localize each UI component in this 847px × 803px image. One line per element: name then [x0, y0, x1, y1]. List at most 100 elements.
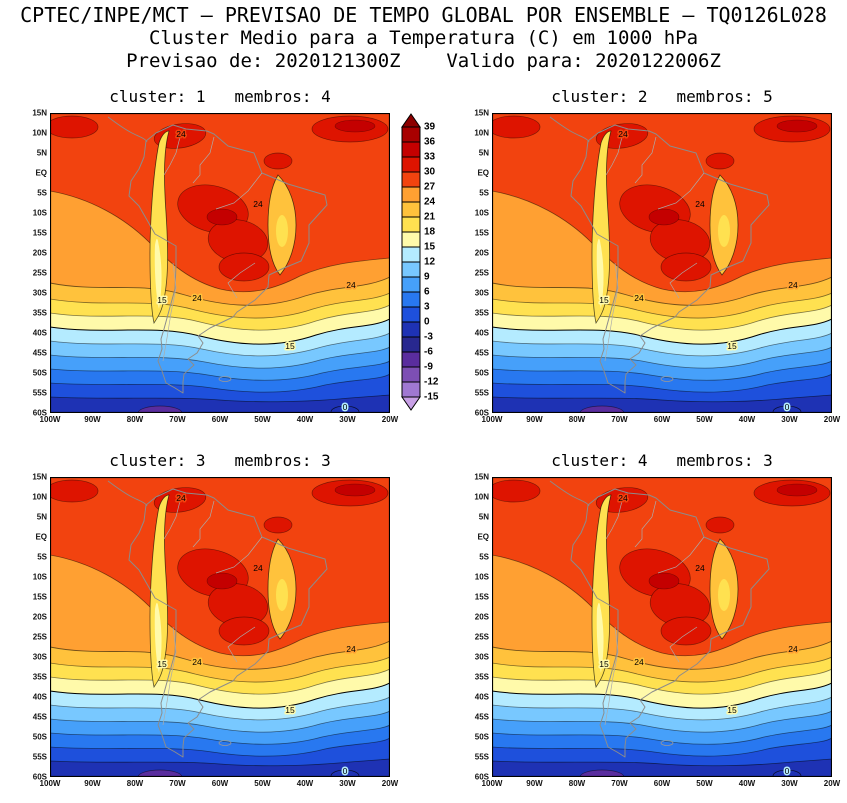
panel-grid: cluster: 1 membros: 4 15N 10N 5N EQ 5S 10S 15S… [0, 87, 847, 791]
lat-tick-label: 5N [36, 148, 47, 158]
lat-tick-label: 50S [474, 368, 489, 378]
lon-tick-label: 100W [481, 415, 503, 424]
lat-axis: 15N 10N 5N EQ 5S 10S 15S 20S 25S 30S 35S 40S 45S 50S 5… [20, 473, 50, 782]
lat-tick-label: 55S [474, 752, 489, 762]
lat-tick-label: 40S [32, 692, 47, 702]
colorbar-segment [401, 351, 421, 368]
lon-tick-label: 40W [738, 779, 756, 788]
colorbar-inner: 39 36 33 30 27 24 21 18 15 12 9 6 3 0 -3 -6 -9 -12 -15 [396, 113, 458, 413]
lat-tick-label: 60S [474, 772, 489, 782]
lon-tick-label: 20W [381, 415, 399, 424]
lat-tick-label: 20S [474, 612, 489, 622]
colorbar-level-label: 30 [424, 166, 436, 178]
temperature-map [492, 113, 832, 413]
map-cluster-1 [50, 113, 390, 413]
map-use [492, 113, 832, 413]
lat-tick-label: EQ [35, 168, 47, 178]
lat-tick-label: 45S [32, 712, 47, 722]
map-cluster-2 [492, 113, 832, 413]
lat-tick-label: 40S [32, 328, 47, 338]
lat-axis: 15N 10N 5N EQ 5S 10S 15S 20S 25S 30S 35S 40S 45S 50S 5… [20, 109, 50, 418]
colorbar-level-label: 33 [424, 151, 436, 163]
lon-tick-label: 40W [738, 415, 756, 424]
colorbar-segment [401, 381, 421, 398]
lat-tick-label: 15S [474, 228, 489, 238]
lon-tick-label: 30W [781, 779, 798, 788]
lat-tick-label: 5S [479, 188, 489, 198]
lat-axis: 15N 10N 5N EQ 5S 10S 15S 20S 25S 30S 35S 40S 45S 50S 5… [462, 109, 492, 418]
lat-tick-label: 20S [32, 612, 47, 622]
lon-tick-label: 30W [339, 779, 356, 788]
colorbar-segment [401, 291, 421, 308]
lat-tick-label: 50S [474, 732, 489, 742]
lat-tick-label: 15N [32, 108, 47, 118]
header-line3: Previsao de: 2020121300Z Valido para: 20… [126, 50, 721, 72]
colorbar-top-arrow [401, 113, 421, 128]
lat-tick-label: 15N [32, 472, 47, 482]
lat-tick-label: 5S [37, 552, 47, 562]
lat-tick-label: 10S [32, 572, 47, 582]
lon-tick-label: 50W [254, 415, 271, 424]
colorbar-segment [401, 201, 421, 218]
colorbar-segment [401, 306, 421, 323]
panel-cluster-1: cluster: 1 membros: 4 15N 10N 5N EQ 5S 10S 15S… [20, 87, 398, 427]
colorbar-bottom-arrow [401, 396, 421, 411]
lat-tick-label: 10S [32, 208, 47, 218]
colorbar-level-label: -12 [424, 376, 439, 388]
colorbar-level-label: 3 [424, 301, 430, 313]
lon-tick-label: 50W [696, 779, 713, 788]
lat-tick-label: EQ [477, 168, 489, 178]
colorbar: 39 36 33 30 27 24 21 18 15 12 9 6 3 0 -3 -6 -9 -12 -15 [392, 87, 462, 427]
panel-title-cluster-3: cluster: 3 membros: 3 [109, 451, 331, 470]
map-use [50, 113, 390, 413]
colorbar-segment [401, 366, 421, 383]
lat-axis: 15N 10N 5N EQ 5S 10S 15S 20S 25S 30S 35S 40S 45S 50S 5… [462, 473, 492, 782]
lat-tick-label: 60S [474, 408, 489, 418]
lon-tick-label: 60W [653, 415, 671, 424]
colorbar-level-label: -9 [424, 361, 433, 373]
lon-tick-label: 40W [296, 779, 314, 788]
lat-tick-label: 40S [474, 328, 489, 338]
colorbar-segment [401, 141, 421, 158]
lat-tick-label: 30S [32, 652, 47, 662]
colorbar-segment [401, 336, 421, 353]
lon-axis: 100W 90W 80W 70W 60W 50W 40W 30W 20W [40, 777, 399, 791]
lat-tick-label: 60S [32, 408, 47, 418]
map-cluster-4 [492, 477, 832, 777]
colorbar-segment [401, 231, 421, 248]
colorbar-level-label: -6 [424, 346, 433, 358]
colorbar-segment [401, 246, 421, 263]
lat-tick-label: 5N [478, 512, 489, 522]
lat-tick-label: 10S [474, 572, 489, 582]
lon-axis: 100W 90W 80W 70W 60W 50W 40W 30W 20W [482, 413, 841, 427]
lon-tick-label: 70W [169, 779, 186, 788]
lat-tick-label: 15S [32, 228, 47, 238]
lon-tick-label: 80W [568, 415, 586, 424]
lon-tick-label: 40W [296, 415, 314, 424]
lat-tick-label: 5N [478, 148, 489, 158]
lon-tick-label: 80W [126, 415, 144, 424]
colorbar-level-label: 6 [424, 286, 430, 298]
lon-tick-label: 20W [823, 415, 841, 424]
lat-tick-label: 15S [474, 592, 489, 602]
colorbar-level-label: 18 [424, 226, 436, 238]
map-use [492, 477, 832, 777]
lat-tick-label: 55S [32, 388, 47, 398]
temperature-map [50, 477, 390, 777]
lon-tick-label: 100W [481, 779, 503, 788]
lat-tick-label: 50S [32, 732, 47, 742]
lon-tick-label: 60W [211, 415, 229, 424]
panel-title-cluster-1: cluster: 1 membros: 4 [109, 87, 331, 106]
lon-tick-label: 90W [84, 415, 101, 424]
colorbar-segment [401, 216, 421, 233]
lat-tick-label: 25S [32, 268, 47, 278]
lat-tick-label: 10N [32, 128, 47, 138]
colorbar-level-label: 24 [424, 196, 436, 208]
lon-tick-label: 90W [84, 779, 101, 788]
lat-tick-label: 5S [479, 552, 489, 562]
lon-tick-label: 90W [526, 779, 543, 788]
lat-tick-label: 10S [474, 208, 489, 218]
lon-tick-label: 70W [611, 415, 628, 424]
lon-axis: 100W 90W 80W 70W 60W 50W 40W 30W 20W [482, 777, 841, 791]
